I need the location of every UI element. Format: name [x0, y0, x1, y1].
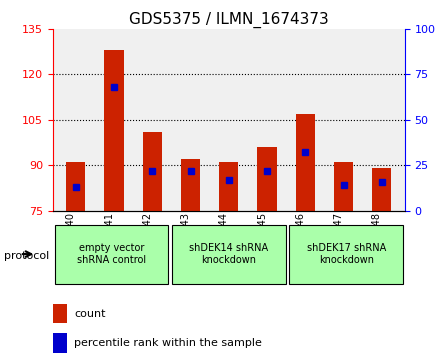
Text: shDEK14 shRNA
knockdown: shDEK14 shRNA knockdown: [189, 243, 268, 265]
Text: shDEK17 shRNA
knockdown: shDEK17 shRNA knockdown: [307, 243, 386, 265]
Text: protocol: protocol: [4, 251, 50, 261]
FancyBboxPatch shape: [172, 225, 286, 284]
Bar: [53, 304, 67, 323]
Bar: [372, 168, 392, 211]
Text: percentile rank within the sample: percentile rank within the sample: [74, 338, 262, 348]
Text: count: count: [74, 309, 106, 319]
Bar: [66, 162, 85, 211]
Bar: [296, 114, 315, 211]
Title: GDS5375 / ILMN_1674373: GDS5375 / ILMN_1674373: [129, 12, 329, 28]
Bar: [104, 50, 124, 211]
Bar: [334, 162, 353, 211]
Bar: [143, 132, 162, 211]
Bar: [181, 159, 200, 211]
Bar: [53, 333, 67, 353]
Bar: [219, 162, 238, 211]
FancyBboxPatch shape: [290, 225, 403, 284]
Bar: [257, 147, 277, 211]
FancyBboxPatch shape: [55, 225, 168, 284]
Text: empty vector
shRNA control: empty vector shRNA control: [77, 243, 146, 265]
